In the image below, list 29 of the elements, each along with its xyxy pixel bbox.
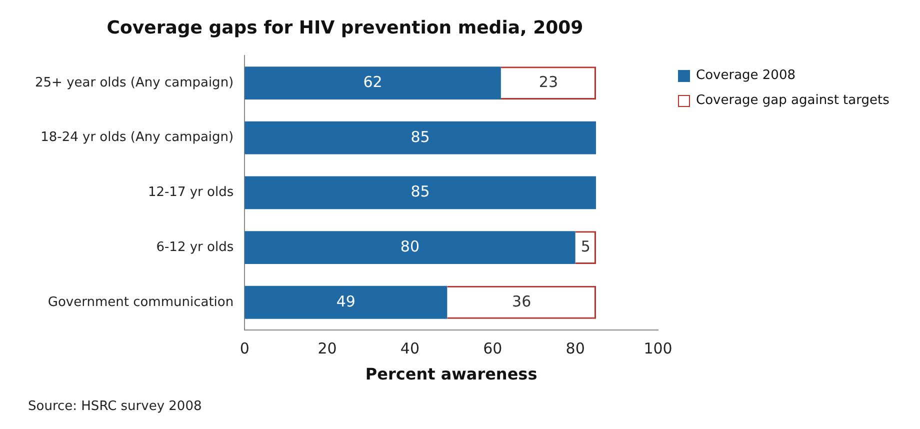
- data-label: 85: [410, 128, 430, 146]
- source-note: Source: HSRC survey 2008: [28, 399, 202, 414]
- data-label: 23: [538, 72, 558, 91]
- bar: [244, 286, 448, 319]
- y-tick-label: 6-12 yr olds: [156, 240, 234, 255]
- x-tick-label: 80: [566, 340, 585, 358]
- data-label: 85: [410, 182, 430, 201]
- y-tick-label: 25+ year olds (Any campaign): [35, 75, 234, 90]
- data-label: 36: [512, 292, 532, 310]
- y-tick-label: 12-17 yr olds: [148, 185, 234, 200]
- x-tick-label: 100: [644, 340, 672, 358]
- x-axis-title: Percent awareness: [365, 364, 538, 384]
- data-label: 5: [580, 237, 590, 256]
- y-tick-label: Government communication: [48, 294, 234, 310]
- y-tick-label: 18-24 yr olds (Any campaign): [40, 130, 234, 146]
- legend-label: Coverage 2008: [696, 68, 796, 83]
- legend-label: Coverage gap against targets: [696, 93, 890, 108]
- bar: [244, 121, 596, 154]
- data-label: 62: [363, 72, 382, 91]
- x-tick-label: 0: [240, 340, 250, 358]
- bar: [244, 231, 576, 264]
- chart-title: Coverage gaps for HIV prevention media, 2009: [106, 17, 584, 38]
- x-tick-label: 20: [318, 340, 337, 358]
- bar: [244, 176, 596, 210]
- bar: [244, 66, 501, 100]
- x-tick-label: 40: [400, 340, 420, 358]
- x-tick-label: 60: [483, 340, 502, 358]
- data-label: 80: [400, 237, 420, 256]
- data-label: 49: [336, 292, 356, 310]
